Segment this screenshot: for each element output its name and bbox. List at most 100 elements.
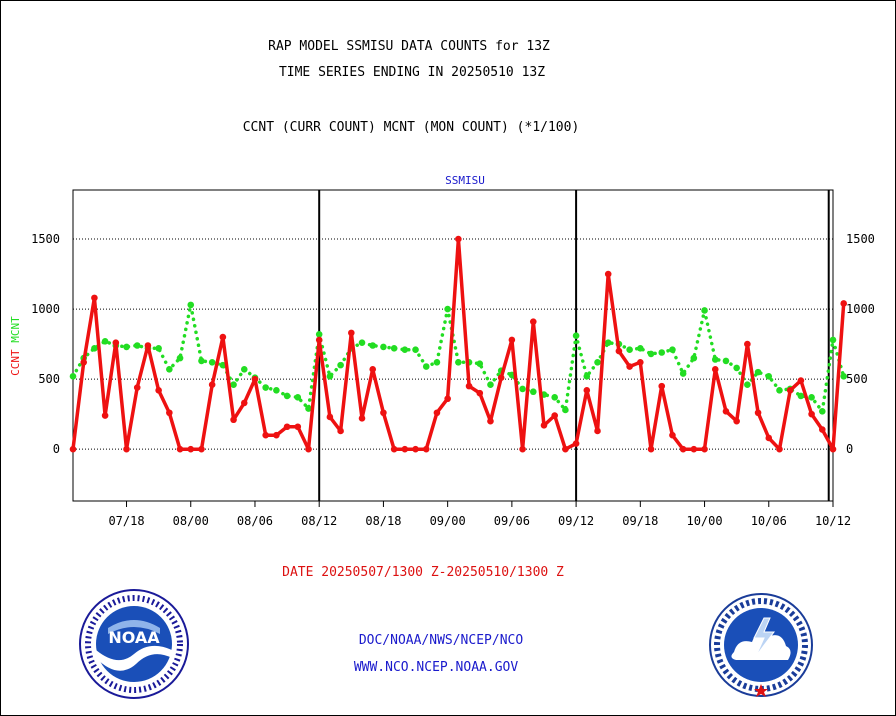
ccnt-point: [433, 409, 441, 417]
ccnt-point: [551, 412, 558, 419]
mcnt-point: [551, 394, 558, 401]
mcnt-point: [647, 350, 655, 358]
ccnt-point: [647, 445, 655, 453]
ccnt-point: [808, 410, 815, 418]
mcnt-point: [315, 330, 323, 338]
mcnt-point: [572, 332, 580, 339]
ccnt-point: [80, 359, 88, 366]
ccnt-point: [776, 445, 783, 453]
ccnt-point: [583, 387, 591, 394]
mcnt-point: [91, 345, 98, 352]
ccnt-point: [112, 339, 120, 346]
mcnt-point: [562, 406, 569, 414]
ccnt-point: [529, 318, 537, 325]
y-axis-label: CCNT MCNT: [9, 316, 22, 376]
ccnt-point: [637, 359, 644, 366]
mcnt-point: [198, 357, 205, 365]
ccnt-point: [465, 382, 473, 390]
mcnt-point: [273, 387, 280, 394]
ccnt-point: [455, 235, 462, 243]
header-title-line1: RAP MODEL SSMISU DATA COUNTS for 13Z: [268, 39, 550, 54]
mcnt-point: [412, 346, 419, 354]
mcnt-point: [529, 388, 537, 396]
ccnt-point: [797, 377, 805, 384]
mcnt-point: [744, 381, 751, 389]
mcnt-point: [519, 385, 526, 393]
ccnt-point: [786, 387, 794, 394]
ccnt-point: [733, 417, 740, 425]
mcnt-point: [155, 345, 162, 352]
mcnt-point: [711, 356, 719, 363]
ccnt-point: [690, 445, 698, 453]
mcnt-point: [369, 342, 377, 349]
ccnt-point: [219, 333, 227, 341]
y-axis-label-mcnt: MCNT: [9, 316, 22, 349]
ccnt-point: [487, 417, 494, 425]
ccnt-point: [679, 445, 687, 453]
ccnt-point: [572, 440, 580, 447]
ccnt-point: [594, 427, 601, 435]
ccnt-point: [251, 375, 259, 383]
ccnt-point: [305, 445, 312, 453]
mcnt-point: [444, 305, 451, 313]
ccnt-point: [166, 409, 173, 417]
mcnt-point: [776, 387, 783, 394]
mcnt-point: [679, 370, 687, 377]
mcnt-point: [166, 366, 173, 373]
ccnt-series-line: [71, 237, 846, 451]
x-tick-label: 09/18: [622, 514, 658, 528]
plot-frame: [72, 189, 834, 502]
mcnt-point: [594, 359, 601, 366]
ccnt-point: [315, 336, 323, 344]
ccnt-point: [422, 445, 430, 453]
ccnt-point: [358, 415, 366, 422]
ccnt-point: [540, 422, 548, 429]
mcnt-point: [294, 394, 302, 401]
website-link[interactable]: WWW.NCO.NCEP.NOAA.GOV: [353, 660, 519, 675]
x-tick-label: 10/00: [686, 514, 722, 528]
mcnt-point: [476, 360, 484, 368]
mcnt-point: [754, 368, 762, 376]
mcnt-point: [455, 359, 462, 366]
mcnt-point: [219, 361, 227, 369]
ccnt-point: [294, 423, 302, 431]
mcnt-point: [487, 381, 494, 389]
ccnt-point: [562, 445, 569, 453]
ccnt-point: [669, 431, 676, 439]
mcnt-point: [176, 354, 184, 362]
mcnt-point: [337, 361, 344, 369]
ccnt-point: [240, 399, 248, 407]
ccnt-point: [626, 363, 633, 370]
nws-logo: [709, 593, 813, 697]
ccnt-point: [818, 426, 826, 433]
ccnt-point: [348, 329, 355, 337]
y-tick-label-right: 1000: [846, 302, 875, 316]
ccnt-point: [701, 445, 708, 453]
mcnt-point: [123, 343, 130, 351]
ccnt-point: [198, 445, 205, 453]
y-tick-label-left: 1000: [31, 302, 60, 316]
ccnt-point: [369, 366, 377, 373]
y-tick-label-left: 500: [38, 372, 60, 386]
y-tick-label-right: 1500: [846, 232, 875, 246]
ccnt-point: [476, 389, 484, 397]
x-tick-label: 08/00: [173, 514, 209, 528]
noaa-logo-text: NOAA: [108, 628, 160, 647]
x-tick-label: 08/12: [301, 514, 337, 528]
ccnt-point: [176, 445, 184, 453]
ccnt-point: [604, 270, 612, 278]
ccnt-point: [208, 381, 216, 389]
mcnt-point: [658, 349, 666, 356]
ccnt-point: [508, 336, 516, 344]
ccnt-point: [326, 413, 334, 421]
y-axis-label-ccnt: CCNT: [9, 349, 22, 376]
header-title-line3: CCNT (CURR COUNT) MCNT (MON COUNT) (*1/1…: [242, 120, 580, 135]
ccnt-point: [273, 431, 280, 439]
mcnt-point: [262, 384, 269, 391]
mcnt-point: [133, 342, 141, 349]
mcnt-point: [808, 394, 815, 401]
y-tick-label-left: 1500: [31, 232, 60, 246]
mcnt-point: [187, 301, 195, 309]
mcnt-point: [358, 339, 366, 346]
noaa-logo: NOAA: [79, 589, 189, 699]
